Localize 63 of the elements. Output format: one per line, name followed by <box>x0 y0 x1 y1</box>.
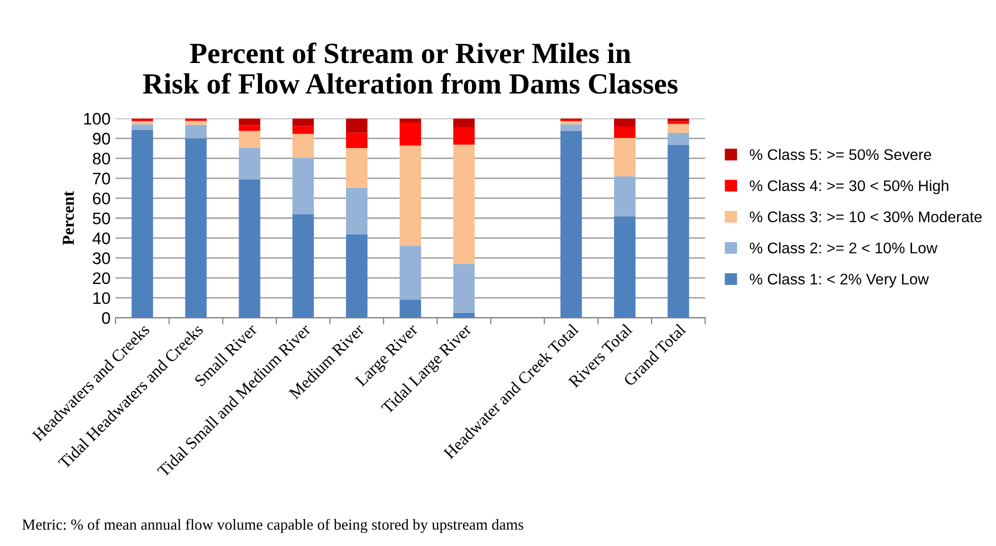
legend-label: % Class 4: >= 30 < 50% High <box>750 180 948 194</box>
bar <box>614 138 636 176</box>
legend-label: % Class 3: >= 10 < 30% Moderate <box>750 211 982 222</box>
bar <box>400 300 422 318</box>
bar <box>453 312 475 318</box>
bar <box>292 134 314 158</box>
bar <box>560 130 582 318</box>
bar <box>614 216 636 318</box>
bar <box>453 144 475 264</box>
bar <box>346 118 368 133</box>
bar <box>132 130 154 318</box>
bar <box>453 118 475 128</box>
y-tick-label: 60 <box>92 192 110 204</box>
bar <box>238 130 260 148</box>
bar <box>292 158 314 214</box>
bar <box>346 188 368 234</box>
bar <box>238 179 260 318</box>
bar <box>614 176 636 217</box>
bar <box>400 246 422 300</box>
bar <box>292 118 314 126</box>
bar <box>346 132 368 148</box>
bar <box>668 144 690 318</box>
bar <box>560 124 582 131</box>
bar <box>560 121 582 124</box>
bar <box>453 128 475 145</box>
bar <box>614 126 636 138</box>
bar <box>400 146 422 246</box>
bar <box>668 124 690 133</box>
chart-title: Percent of Stream or River Miles in Risk of Flow Alteration from Dams Classes <box>142 42 678 94</box>
legend-label: % Class 2: >= 2 < 10% Low <box>750 242 938 254</box>
legend-label: % Class 5: >= 50% Severe <box>750 148 932 160</box>
bar <box>185 124 207 138</box>
bar <box>400 118 422 122</box>
text: Metric: % of mean annual flow volume capable of being stored by upstream dams <box>22 518 524 533</box>
bar <box>668 132 690 145</box>
y-tick-label: 70 <box>92 172 110 184</box>
bar <box>185 138 207 318</box>
legend-label: % Class 1: < 2% Very Low <box>750 273 929 288</box>
bar <box>400 122 422 146</box>
y-tick-label: 90 <box>92 132 110 145</box>
y-tick-label: 80 <box>92 152 110 165</box>
bar <box>346 148 368 188</box>
y-tick-label: 100 <box>84 112 110 125</box>
bar <box>292 126 314 134</box>
y-tick-label: 40 <box>92 232 110 244</box>
y-tick-label: 20 <box>92 272 110 284</box>
bar <box>132 121 154 124</box>
y-tick-label: 0 <box>102 312 110 324</box>
bar <box>238 118 260 126</box>
bar <box>668 118 690 122</box>
bar <box>668 121 690 124</box>
bar <box>614 118 636 126</box>
y-tick-label: 30 <box>92 252 110 264</box>
bar <box>185 120 207 125</box>
y-tick-label: 10 <box>93 292 110 304</box>
bar <box>453 264 475 313</box>
bar <box>132 124 154 130</box>
y-tick-label: 50 <box>92 212 110 224</box>
y-axis-title: Percent <box>62 191 74 245</box>
bar <box>292 214 314 318</box>
bar <box>346 234 368 318</box>
bar <box>238 125 260 131</box>
bar <box>238 148 260 180</box>
